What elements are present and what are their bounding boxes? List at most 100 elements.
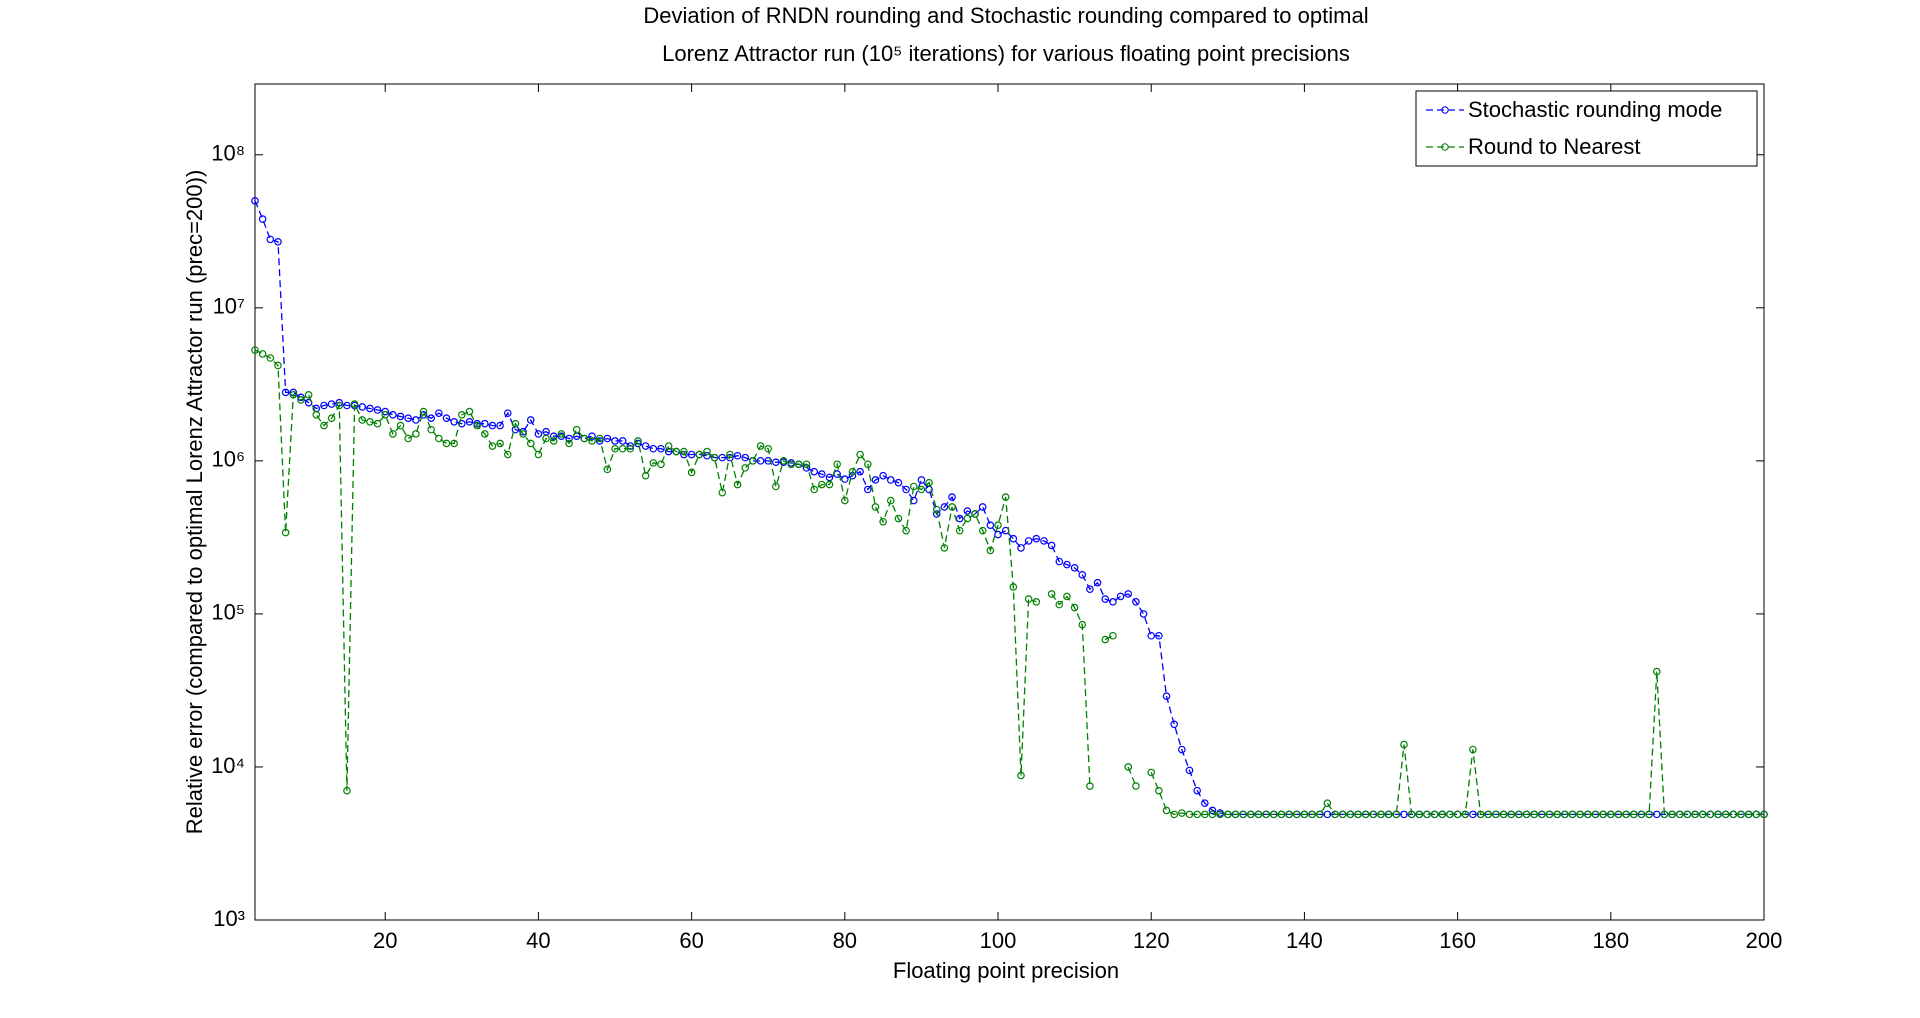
marker	[1277, 810, 1286, 819]
marker	[1553, 810, 1561, 819]
marker	[1139, 610, 1148, 618]
marker	[1614, 810, 1623, 819]
x-tick-label: 120	[1133, 928, 1170, 953]
marker	[1744, 810, 1753, 819]
legend-label: Stochastic rounding mode	[1468, 97, 1722, 122]
marker	[1369, 810, 1378, 819]
marker	[496, 439, 504, 448]
marker	[304, 391, 313, 399]
marker	[1193, 810, 1201, 819]
marker	[1269, 810, 1278, 819]
marker	[940, 503, 949, 511]
marker	[1499, 810, 1508, 819]
marker	[825, 480, 834, 489]
marker	[1124, 590, 1133, 598]
marker	[664, 442, 673, 450]
marker	[986, 546, 995, 555]
marker	[1308, 810, 1316, 819]
marker	[588, 437, 596, 445]
marker	[304, 398, 313, 407]
marker	[350, 400, 359, 408]
marker	[1162, 692, 1171, 700]
marker	[389, 410, 397, 419]
marker	[940, 544, 949, 552]
marker	[1721, 810, 1730, 819]
marker	[618, 444, 627, 453]
marker	[1561, 810, 1569, 819]
marker	[741, 464, 750, 472]
marker	[1346, 810, 1355, 819]
marker	[557, 432, 566, 440]
marker	[1568, 810, 1577, 819]
marker	[779, 457, 788, 465]
marker	[703, 447, 711, 456]
marker	[856, 450, 864, 459]
marker	[1361, 810, 1370, 819]
marker	[649, 459, 658, 467]
marker	[886, 476, 895, 484]
marker	[1224, 810, 1232, 819]
legend: Stochastic rounding mode Round to Nearest	[1415, 90, 1758, 167]
y-tick-label: 10³	[213, 906, 245, 931]
marker	[1637, 810, 1646, 819]
marker	[251, 197, 259, 205]
marker	[1024, 537, 1033, 545]
marker	[557, 430, 566, 438]
marker	[925, 478, 933, 487]
marker	[1262, 810, 1270, 819]
marker	[274, 361, 282, 370]
marker	[1170, 810, 1178, 819]
marker	[1070, 564, 1079, 572]
legend-label: Round to Nearest	[1468, 134, 1640, 159]
marker	[818, 480, 826, 489]
x-tick-label: 40	[526, 928, 550, 953]
marker	[1423, 810, 1431, 819]
marker	[1109, 597, 1117, 606]
marker	[749, 457, 757, 465]
marker	[986, 521, 995, 529]
marker	[871, 476, 880, 484]
y-axis-label: Relative error (compared to optimal Lore…	[182, 170, 207, 835]
marker	[718, 488, 727, 497]
marker	[473, 421, 481, 430]
marker	[312, 410, 321, 419]
marker	[595, 434, 604, 443]
marker	[618, 437, 627, 445]
marker	[335, 401, 344, 410]
marker	[1185, 766, 1194, 775]
marker	[381, 407, 390, 416]
marker	[458, 419, 466, 428]
marker	[1009, 583, 1018, 591]
y-tick-label: 10⁷	[213, 294, 245, 319]
marker	[802, 460, 811, 469]
marker	[1101, 635, 1110, 644]
marker	[404, 434, 412, 443]
marker	[442, 439, 451, 448]
x-tick-label: 180	[1592, 928, 1629, 953]
x-tick-label: 160	[1439, 928, 1476, 953]
marker	[1055, 557, 1064, 566]
marker	[258, 215, 267, 223]
marker	[664, 447, 673, 456]
marker	[358, 403, 367, 411]
marker	[266, 354, 275, 362]
marker	[741, 453, 750, 462]
marker	[565, 434, 573, 443]
marker	[519, 427, 527, 436]
marker	[611, 444, 619, 453]
marker	[1354, 810, 1362, 819]
marker	[572, 425, 581, 434]
marker	[343, 786, 351, 795]
marker	[1331, 810, 1339, 819]
marker	[1116, 592, 1125, 601]
marker	[810, 467, 818, 476]
marker	[772, 458, 780, 467]
legend-marker	[1441, 143, 1449, 151]
marker	[1599, 810, 1607, 819]
marker	[320, 401, 328, 410]
marker	[902, 526, 910, 535]
marker	[1047, 541, 1056, 550]
marker	[909, 482, 918, 491]
marker	[1698, 810, 1707, 819]
marker	[1652, 667, 1661, 676]
